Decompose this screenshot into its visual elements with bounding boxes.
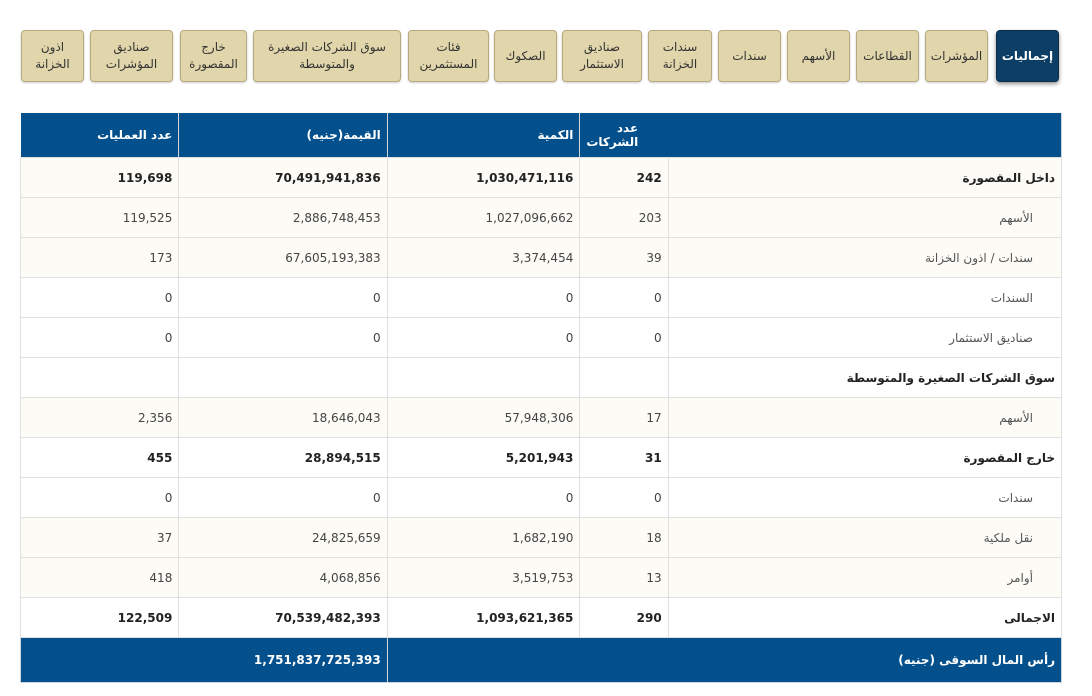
market-cap-row: رأس المال السوقى (جنيه) 1,751,837,725,393	[20, 637, 1063, 683]
cell-companies: 0	[579, 317, 669, 358]
cell-quantity: 3,374,454	[386, 237, 581, 278]
cell-quantity: 1,093,621,365	[386, 597, 581, 638]
cell-trades: 455	[19, 437, 180, 478]
table-row: سوق الشركات الصغيرة والمتوسطة	[19, 357, 1063, 398]
cell-value: 0	[178, 317, 388, 358]
header-value: القيمة(جنيه)	[178, 113, 388, 158]
table-row: الاجمالى 290 1,093,621,365 70,539,482,393 12…	[19, 597, 1063, 638]
table-row: السندات 0 0 0 0	[19, 277, 1063, 318]
cell-companies: 203	[579, 197, 669, 238]
table-row: الأسهم 17 57,948,306 18,646,043 2,356	[19, 397, 1063, 438]
cell-quantity	[386, 357, 581, 398]
table-header: عدد الشركات الكمية القيمة(جنيه) عدد العم…	[20, 113, 1063, 158]
cell-label: خارج المقصورة	[667, 437, 1063, 478]
cell-companies: 242	[579, 157, 669, 198]
cell-quantity: 1,682,190	[386, 517, 581, 558]
cell-value: 0	[178, 277, 388, 318]
tab-investor-categories[interactable]: فئات المستثمرين	[408, 30, 489, 82]
cell-trades: 119,525	[19, 197, 180, 238]
cell-value: 28,894,515	[178, 437, 388, 478]
cell-trades: 37	[19, 517, 180, 558]
header-quantity: الكمية	[387, 113, 581, 158]
cell-value: 4,068,856	[178, 557, 388, 598]
cell-trades: 173	[19, 237, 180, 278]
totals-table: عدد الشركات الكمية القيمة(جنيه) عدد العم…	[19, 113, 1063, 683]
cell-trades: 122,509	[19, 597, 180, 638]
header-label	[668, 113, 1063, 158]
cell-companies	[579, 357, 669, 398]
tab-otc[interactable]: خارج المقصورة	[180, 30, 247, 82]
cell-companies: 13	[579, 557, 669, 598]
cell-value: 2,886,748,453	[178, 197, 388, 238]
cell-companies: 18	[579, 517, 669, 558]
cell-value: 18,646,043	[178, 397, 388, 438]
header-companies: عدد الشركات	[579, 113, 669, 158]
cell-value: 67,605,193,383	[178, 237, 388, 278]
tab-etfs[interactable]: صناديق المؤشرات	[90, 30, 173, 82]
cell-label: الأسهم	[667, 197, 1063, 238]
cell-companies: 31	[579, 437, 669, 478]
cell-label: نقل ملكية	[667, 517, 1063, 558]
table-row: الأسهم 203 1,027,096,662 2,886,748,453 119,5…	[19, 197, 1063, 238]
cell-quantity: 3,519,753	[386, 557, 581, 598]
tab-investment-funds[interactable]: صناديق الاستثمار	[562, 30, 642, 82]
tab-bonds[interactable]: سندات	[718, 30, 781, 82]
cell-label: السندات	[667, 277, 1063, 318]
tab-treasury-bills[interactable]: اذون الخزانة	[21, 30, 84, 82]
cell-quantity: 1,030,471,116	[386, 157, 581, 198]
cell-companies: 0	[579, 477, 669, 518]
table-row: سندات 0 0 0 0	[19, 477, 1063, 518]
market-cap-label: رأس المال السوقى (جنيه)	[386, 637, 1063, 683]
table-row: داخل المقصورة 242 1,030,471,116 70,491,941,…	[19, 157, 1063, 198]
table-row: نقل ملكية 18 1,682,190 24,825,659 37	[19, 517, 1063, 558]
cell-value: 70,539,482,393	[178, 597, 388, 638]
market-cap-value: 1,751,837,725,393	[20, 637, 388, 683]
tab-bar: إجماليات المؤشرات القطاعات الأسهم سندات …	[21, 30, 1059, 84]
cell-label: داخل المقصورة	[667, 157, 1063, 198]
cell-value	[178, 357, 388, 398]
table-row: خارج المقصورة 31 5,201,943 28,894,515 455	[19, 437, 1063, 478]
cell-value: 0	[178, 477, 388, 518]
cell-label: صناديق الاستثمار	[667, 317, 1063, 358]
tab-sme-market[interactable]: سوق الشركات الصغيرة والمتوسطة	[253, 30, 401, 82]
cell-label: سندات / اذون الخزانة	[667, 237, 1063, 278]
cell-quantity: 57,948,306	[386, 397, 581, 438]
tab-indices[interactable]: المؤشرات	[925, 30, 988, 82]
cell-value: 70,491,941,836	[178, 157, 388, 198]
cell-trades: 119,698	[19, 157, 180, 198]
table-row: أوامر 13 3,519,753 4,068,856 418	[19, 557, 1063, 598]
cell-trades: 0	[19, 317, 180, 358]
table-row: سندات / اذون الخزانة 39 3,374,454 67,605,19…	[19, 237, 1063, 278]
cell-trades: 0	[19, 277, 180, 318]
cell-label: أوامر	[667, 557, 1063, 598]
cell-label: سندات	[667, 477, 1063, 518]
cell-quantity: 5,201,943	[386, 437, 581, 478]
cell-trades: 418	[19, 557, 180, 598]
cell-label: سوق الشركات الصغيرة والمتوسطة	[667, 357, 1063, 398]
cell-companies: 290	[579, 597, 669, 638]
cell-trades	[19, 357, 180, 398]
tab-treasury-bonds[interactable]: سندات الخزانة	[648, 30, 712, 82]
tab-sukuk[interactable]: الصكوك	[494, 30, 557, 82]
tab-totals[interactable]: إجماليات	[996, 30, 1059, 82]
cell-quantity: 1,027,096,662	[386, 197, 581, 238]
cell-quantity: 0	[386, 277, 581, 318]
cell-companies: 0	[579, 277, 669, 318]
tab-sectors[interactable]: القطاعات	[856, 30, 919, 82]
tab-stocks[interactable]: الأسهم	[787, 30, 850, 82]
cell-quantity: 0	[386, 317, 581, 358]
cell-companies: 39	[579, 237, 669, 278]
cell-trades: 2,356	[19, 397, 180, 438]
cell-companies: 17	[579, 397, 669, 438]
cell-label: الأسهم	[667, 397, 1063, 438]
header-trades: عدد العمليات	[20, 113, 180, 158]
cell-value: 24,825,659	[178, 517, 388, 558]
cell-trades: 0	[19, 477, 180, 518]
cell-label: الاجمالى	[667, 597, 1063, 638]
table-row: صناديق الاستثمار 0 0 0 0	[19, 317, 1063, 358]
cell-quantity: 0	[386, 477, 581, 518]
